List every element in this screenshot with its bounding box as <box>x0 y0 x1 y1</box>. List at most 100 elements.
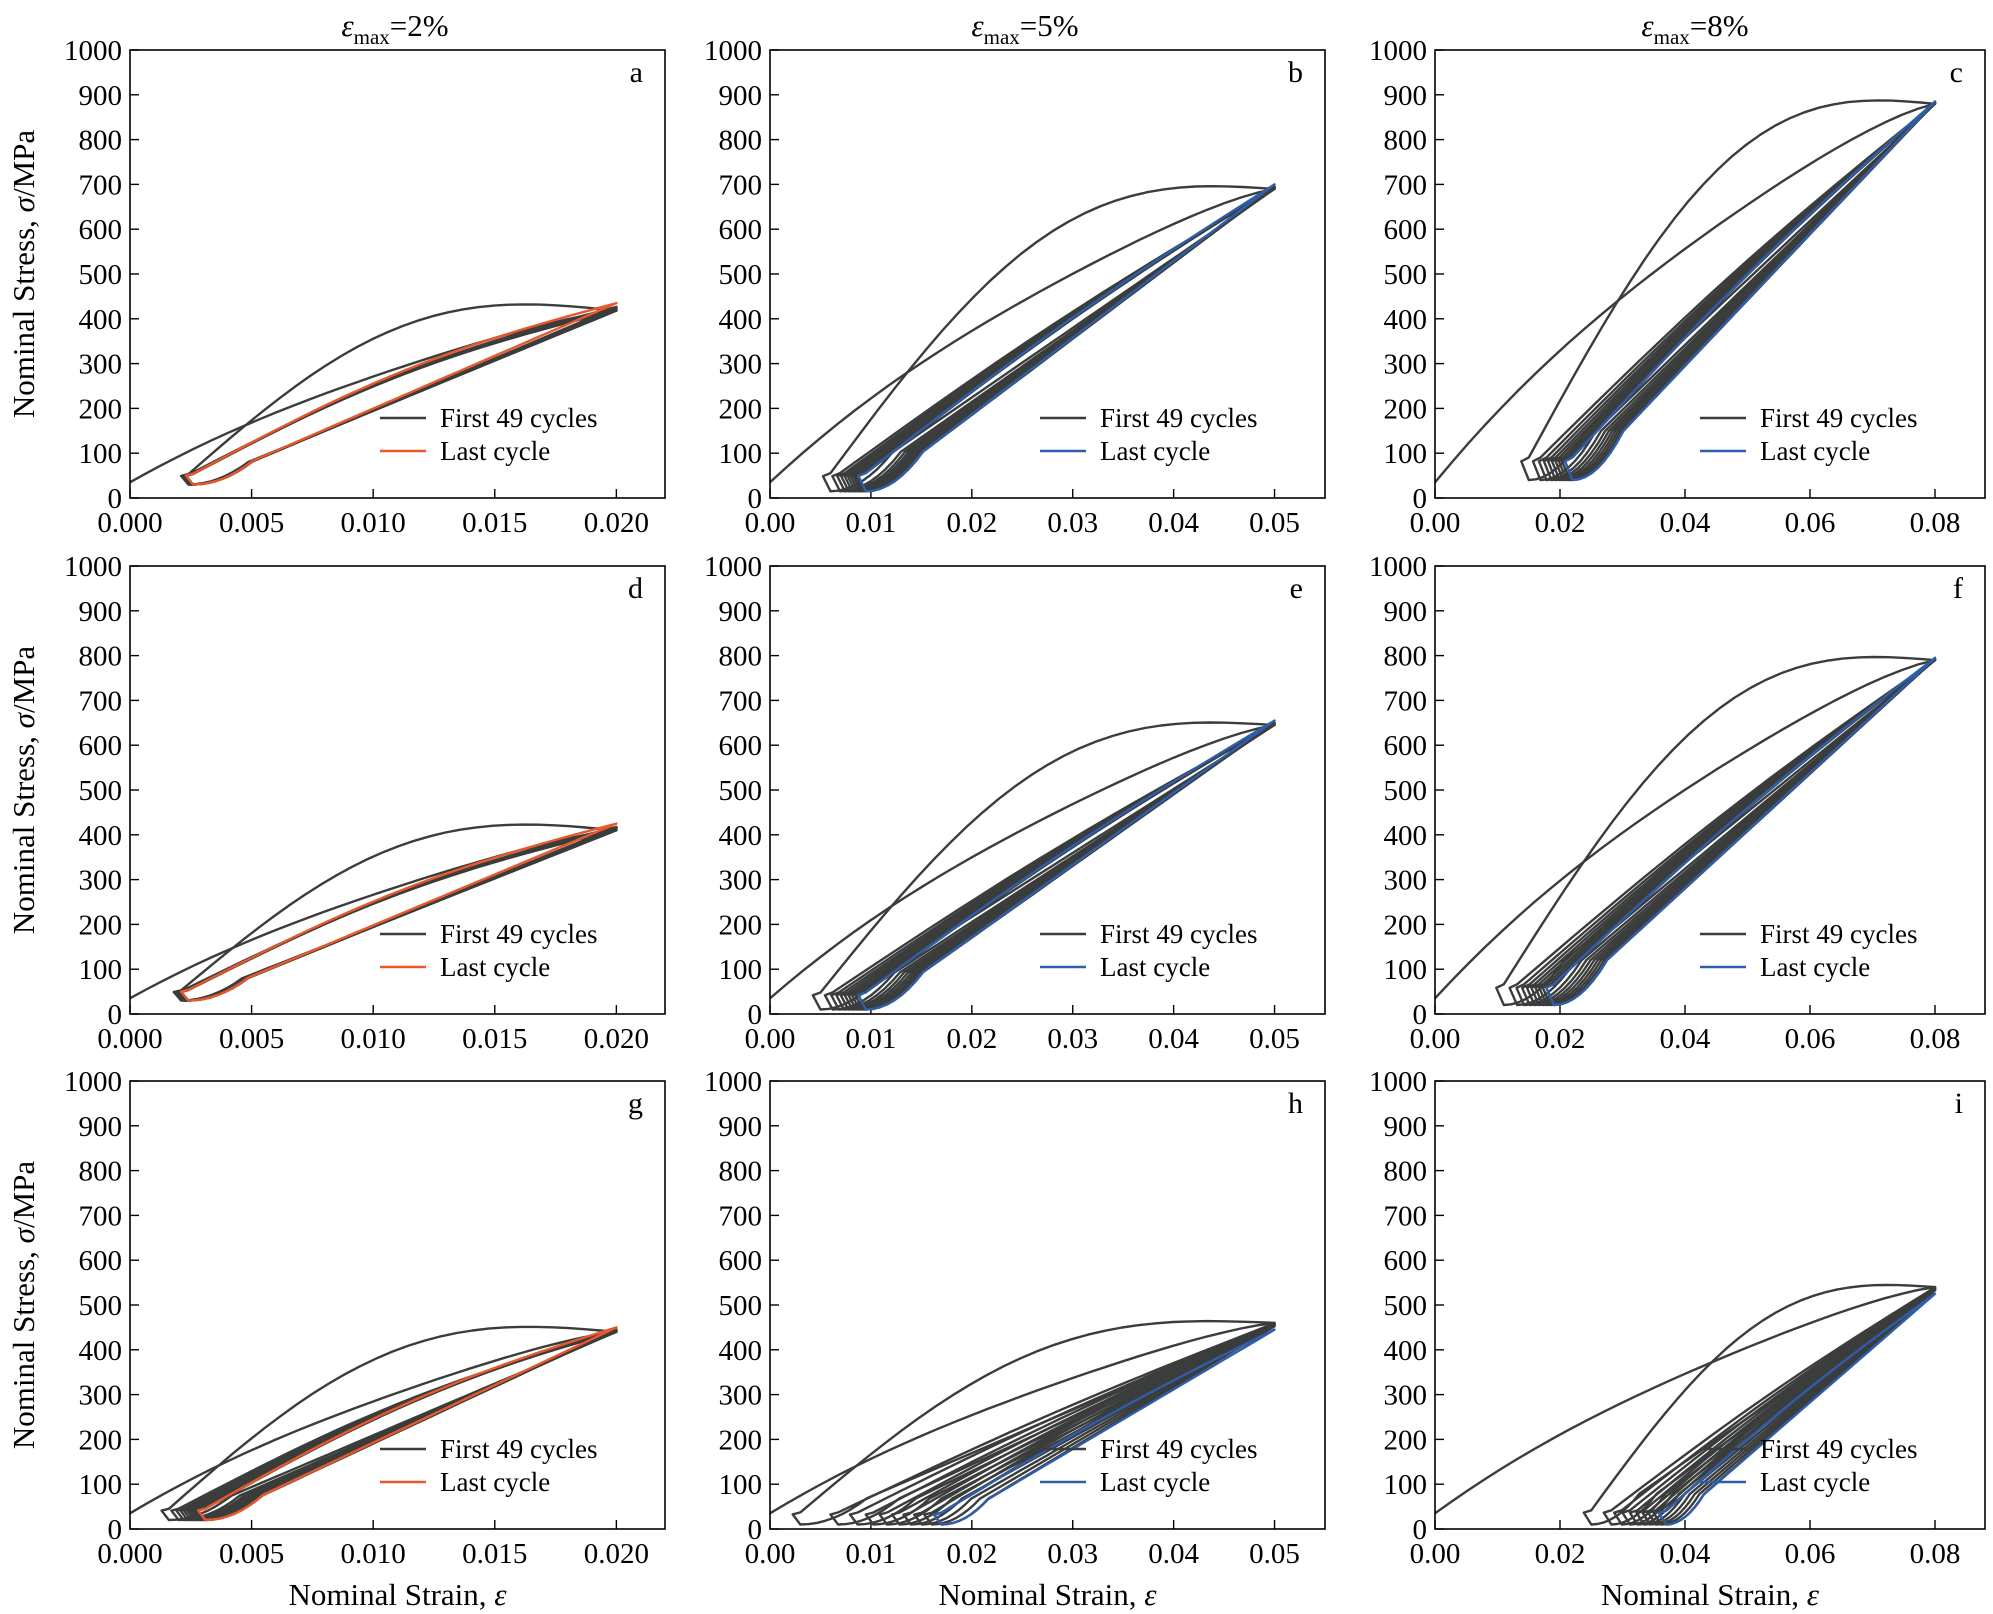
y-tick-label: 700 <box>719 1200 763 1232</box>
y-tick-label: 100 <box>719 954 763 986</box>
y-tick-label: 0 <box>108 1514 123 1546</box>
x-title-prefix: Nominal Strain, <box>938 1577 1144 1612</box>
title-value: =5% <box>1020 8 1079 43</box>
legend-label-last: Last cycle <box>1760 436 1870 466</box>
y-tick-label: 100 <box>79 438 123 470</box>
y-title-suffix: /MPa <box>6 130 41 197</box>
y-tick-label: 1000 <box>64 551 122 583</box>
x-tick-label: 0.05 <box>1249 1538 1300 1570</box>
x-tick-label: 0.010 <box>341 507 406 539</box>
x-tick-label: 0.04 <box>1660 1538 1711 1570</box>
x-axis-title: Nominal Strain, ε <box>938 1577 1157 1612</box>
x-axis-title: Nominal Strain, ε <box>1601 1577 1820 1612</box>
x-tick-label: 0.000 <box>97 1023 162 1055</box>
y-axis-title: Nominal Stress, σ/MPa <box>6 1161 41 1450</box>
y-tick-label: 200 <box>79 909 123 941</box>
x-title-symbol: ε <box>494 1577 507 1612</box>
legend-label-first: First 49 cycles <box>1100 919 1257 949</box>
y-tick-label: 700 <box>719 685 763 717</box>
panel-e: 0 100 200 300 400 500 600 700 800 900 1000 0.00 0.01… <box>704 551 1326 1055</box>
initial-loading-curve <box>1435 102 1937 484</box>
y-tick-label: 100 <box>79 1469 123 1501</box>
legend-label-last: Last cycle <box>440 952 550 982</box>
y-tick-label: 800 <box>719 125 763 157</box>
y-tick-label: 400 <box>79 820 123 852</box>
x-tick-label: 0.03 <box>1047 1538 1098 1570</box>
series-first-cycles <box>770 183 1276 493</box>
y-tick-label: 900 <box>1384 596 1428 628</box>
panel-letter: i <box>1955 1087 1963 1120</box>
x-tick-label: 0.020 <box>584 1538 649 1570</box>
y-title-symbol: σ <box>6 1226 41 1243</box>
x-tick-label: 0.020 <box>584 507 649 539</box>
y-tick-label: 600 <box>1384 214 1428 246</box>
x-axis: 0.00 0.01 0.02 0.03 0.04 0.05 <box>745 489 1300 539</box>
x-axis-title: Nominal Strain, ε <box>288 1577 507 1612</box>
y-tick-label: 1000 <box>704 551 762 583</box>
y-axis-title: Nominal Stress, σ/MPa <box>6 646 41 935</box>
y-tick-label: 900 <box>79 1111 123 1143</box>
y-tick-label: 800 <box>79 1156 123 1188</box>
x-tick-label: 0.03 <box>1047 507 1098 539</box>
panel-i: 0 100 200 300 400 500 600 700 800 900 1000 0.00 0.02… <box>1369 1066 1986 1612</box>
x-tick-label: 0.00 <box>1410 507 1461 539</box>
y-tick-label: 400 <box>79 1335 123 1367</box>
series-first-cycles <box>130 301 618 486</box>
y-axis: 0 100 200 300 400 500 600 700 800 900 1000 <box>64 551 139 1031</box>
plot-frame <box>1434 49 1986 499</box>
panel-letter: b <box>1288 56 1303 89</box>
y-tick-label: 900 <box>719 80 763 112</box>
cycle-loop <box>1647 1288 1937 1526</box>
x-axis: 0.00 0.01 0.02 0.03 0.04 0.05 <box>745 1520 1300 1570</box>
x-tick-label: 0.00 <box>1410 1538 1461 1570</box>
y-tick-label: 100 <box>1384 1469 1428 1501</box>
series-first-cycles <box>130 1325 618 1522</box>
y-tick-label: 400 <box>1384 1335 1428 1367</box>
y-title-symbol: σ <box>6 711 41 728</box>
x-axis: 0.00 0.01 0.02 0.03 0.04 0.05 <box>745 1005 1300 1055</box>
y-tick-label: 500 <box>1384 775 1428 807</box>
legend-label-first: First 49 cycles <box>440 403 597 433</box>
y-tick-label: 200 <box>1384 393 1428 425</box>
y-tick-label: 100 <box>719 438 763 470</box>
y-title-symbol: σ <box>6 195 41 212</box>
x-tick-label: 0.06 <box>1785 1538 1836 1570</box>
title-subscript: max <box>354 25 391 49</box>
x-tick-label: 0.01 <box>846 1538 897 1570</box>
y-tick-label: 300 <box>719 1380 763 1412</box>
y-tick-label: 0 <box>108 999 123 1031</box>
y-tick-label: 600 <box>719 1245 763 1277</box>
series-last-cycle <box>857 183 1276 493</box>
x-tick-label: 0.00 <box>745 507 796 539</box>
y-tick-label: 800 <box>1384 125 1428 157</box>
legend-label-last: Last cycle <box>1100 436 1210 466</box>
panel-h: 0 100 200 300 400 500 600 700 800 900 1000 0.00 0.01… <box>704 1066 1326 1612</box>
x-tick-label: 0.04 <box>1660 507 1711 539</box>
y-tick-label: 800 <box>719 1156 763 1188</box>
y-tick-label: 300 <box>79 865 123 897</box>
y-axis: 0 100 200 300 400 500 600 700 800 900 1000 <box>64 1066 139 1546</box>
series-last-cycle <box>196 1326 618 1522</box>
panel-letter: d <box>628 572 643 605</box>
y-tick-label: 400 <box>1384 820 1428 852</box>
y-tick-label: 700 <box>79 1200 123 1232</box>
y-tick-label: 600 <box>79 1245 123 1277</box>
y-tick-label: 800 <box>79 125 123 157</box>
y-axis: 0 100 200 300 400 500 600 700 800 900 1000 <box>1369 35 1444 515</box>
plot-frame <box>1434 1080 1986 1530</box>
legend-label-first: First 49 cycles <box>440 919 597 949</box>
x-tick-label: 0.02 <box>1535 1538 1586 1570</box>
y-tick-label: 0 <box>1413 483 1428 515</box>
title-value: =2% <box>390 8 449 43</box>
title-value: =8% <box>1690 8 1749 43</box>
y-tick-label: 800 <box>719 641 763 673</box>
legend-label-last: Last cycle <box>1100 952 1210 982</box>
column-title-3: εmax=8% <box>1641 8 1748 49</box>
x-tick-label: 0.08 <box>1910 1538 1961 1570</box>
y-tick-label: 1000 <box>1369 551 1427 583</box>
x-tick-label: 0.04 <box>1148 507 1199 539</box>
x-tick-label: 0.005 <box>219 507 284 539</box>
